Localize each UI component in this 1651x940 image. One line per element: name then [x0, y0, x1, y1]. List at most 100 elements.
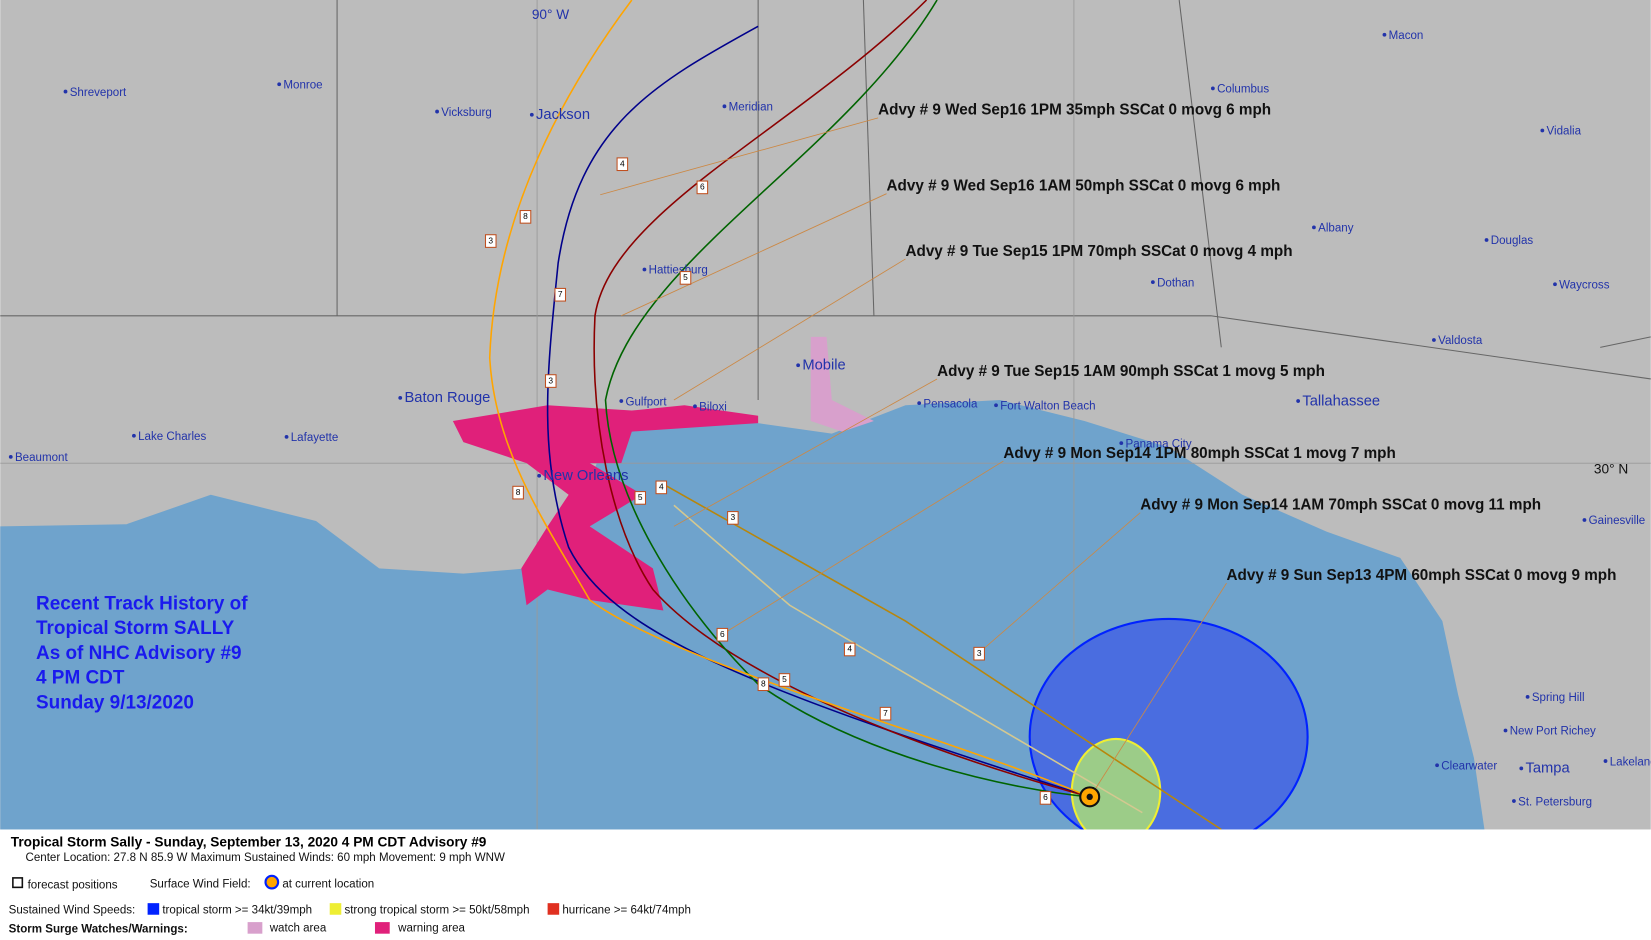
city-dot: [284, 434, 289, 439]
city-dot: [1119, 441, 1124, 446]
borders: [0, 0, 1651, 400]
city-label: Waycross: [1559, 279, 1610, 291]
watch-swatch: [247, 922, 263, 934]
city-label: Lake Charles: [138, 431, 206, 443]
city-label: Mobile: [802, 357, 845, 373]
legend-forecast: forecast positions: [28, 879, 118, 891]
city-dot: [1540, 128, 1545, 133]
city-dot: [1525, 694, 1530, 699]
ts-wind-field: [1028, 617, 1309, 856]
forecast-number: 6: [720, 629, 725, 639]
city-label: Tampa: [1526, 761, 1571, 777]
forecast-marker: [544, 374, 557, 388]
city-dot: [693, 404, 697, 409]
track-title: Sunday 9/13/2020: [36, 692, 194, 713]
city-label: Baton Rouge: [404, 390, 490, 406]
city-label: Jackson: [536, 107, 590, 123]
legend-hu: hurricane >= 64kt/74mph: [562, 905, 691, 917]
city-label: Tallahassee: [1302, 393, 1380, 409]
hu-swatch: [547, 903, 560, 915]
city-label: New Port Richey: [1510, 726, 1596, 738]
city-label: Vicksburg: [441, 107, 492, 119]
city-label: Gulfport: [626, 396, 668, 408]
city-dot: [994, 403, 998, 408]
city-dot: [277, 82, 282, 87]
city-label: Biloxi: [699, 402, 727, 414]
city-label: Clearwater: [1441, 760, 1497, 772]
forecast-number: 4: [620, 158, 625, 168]
city-dot: [398, 396, 403, 400]
city-label: Monroe: [283, 79, 322, 91]
city-label: Gainesville: [1589, 515, 1646, 527]
forecast-marker: [655, 480, 668, 495]
advisory-label: Advy # 9 Tue Sep15 1AM 90mph SSCat 1 mov…: [937, 363, 1325, 380]
track-title: Recent Track History of: [36, 593, 248, 614]
legend-title: Tropical Storm Sally - Sunday, September…: [11, 834, 487, 849]
city-dot: [8, 454, 13, 459]
city-dot: [435, 109, 439, 114]
current-location-dot: [1086, 793, 1093, 800]
city-dot: [1435, 763, 1439, 768]
city-label: Panama City: [1126, 438, 1192, 450]
forecast-marker: [616, 157, 629, 172]
city-label: Dothan: [1157, 277, 1194, 289]
forecast-number: 3: [488, 235, 493, 245]
forecast-number: 8: [516, 487, 521, 497]
city-label: Albany: [1318, 223, 1354, 235]
advisory-label: Advy # 9 Wed Sep16 1AM 50mph SSCat 0 mov…: [887, 178, 1281, 195]
forecast-marker: [554, 287, 567, 302]
city-label: Douglas: [1491, 235, 1534, 247]
forecast-number: 7: [883, 708, 888, 718]
forecast-number: 4: [659, 482, 664, 492]
forecast-marker: [727, 511, 739, 525]
city-dot: [132, 433, 136, 438]
advisory-label: Advy # 9 Mon Sep14 1AM 70mph SSCat 0 mov…: [1140, 496, 1541, 513]
city-label: Lakeland: [1610, 756, 1651, 768]
forecast-number: 3: [977, 648, 982, 658]
leader-lines: [600, 117, 1227, 790]
city-dot: [1553, 282, 1557, 287]
city-dot: [1312, 225, 1316, 230]
legend-center: Center Location: 27.8 N 85.9 W Maximum S…: [26, 852, 505, 864]
legend-watch: watch area: [269, 923, 327, 935]
city-dot: [1296, 399, 1301, 403]
forecast-number: 5: [638, 492, 643, 502]
city-dot: [1484, 238, 1489, 242]
city-label: Valdosta: [1438, 335, 1483, 347]
lat-label: 30° N: [1594, 462, 1628, 477]
advisory-label: Advy # 9 Tue Sep15 1PM 70mph SSCat 0 mov…: [906, 243, 1293, 260]
city-label: Macon: [1389, 30, 1424, 42]
forecast-number: 3: [548, 375, 553, 385]
city-dot: [1512, 799, 1516, 803]
forecast-marker: [973, 646, 985, 661]
forecast-marker: [879, 706, 892, 721]
city-dot: [642, 267, 647, 272]
city-dot: [1382, 32, 1387, 37]
legend-current: at current location: [282, 878, 374, 890]
forecast-number: 5: [782, 674, 787, 684]
forecast-marker: [1039, 791, 1052, 805]
city-label: Shreveport: [70, 87, 127, 99]
city-dot: [1150, 280, 1155, 285]
city-dot: [63, 89, 68, 94]
city-label: Beaumont: [15, 452, 68, 464]
forecast-number: 3: [731, 512, 736, 522]
city-dot: [529, 112, 534, 117]
legend-sts: strong tropical storm >= 50kt/58mph: [344, 905, 529, 917]
city-label: Hattiesburg: [649, 265, 708, 277]
forecast-number: 7: [558, 289, 563, 299]
city-label: Meridian: [729, 102, 773, 114]
city-label: Lafayette: [291, 432, 339, 444]
city-label: Vidalia: [1547, 126, 1582, 138]
forecast-marker: [778, 673, 791, 687]
forecast-marker: [634, 491, 647, 505]
ts-swatch: [147, 903, 160, 915]
current-swatch: [264, 874, 280, 890]
forecast-marker: [679, 271, 692, 285]
legend-ts: tropical storm >= 34kt/39mph: [162, 905, 312, 917]
forecast-number: 8: [761, 678, 766, 688]
forecast-marker: [696, 180, 709, 195]
sts-swatch: [329, 903, 342, 915]
forecast-marker: [484, 234, 497, 248]
